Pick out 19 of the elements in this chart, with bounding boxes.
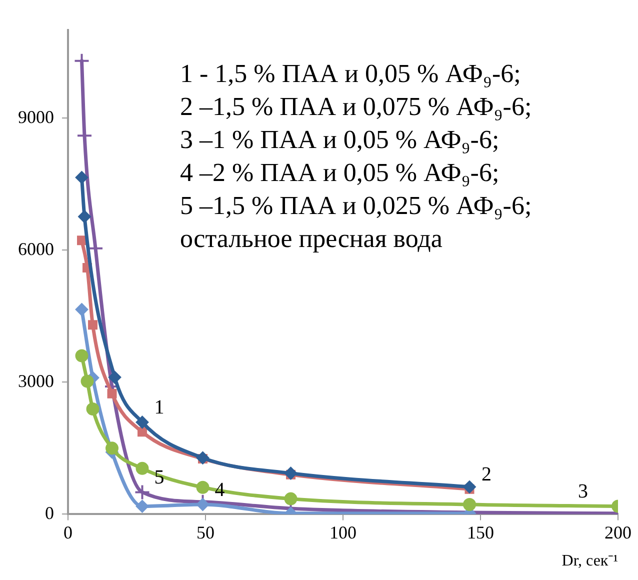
x-tick-label: 200 bbox=[604, 522, 632, 543]
x-tick-label: 150 bbox=[467, 522, 494, 543]
annotation: 2 –1,5 % ПАА и 0,075 % АФ₉-6; bbox=[180, 92, 532, 121]
y-tick-label: 3000 bbox=[18, 370, 54, 391]
annotation: 1 - 1,5 % ПАА и 0,05 % АФ₉-6; bbox=[180, 58, 521, 88]
x-tick-label: 0 bbox=[64, 522, 72, 543]
x-tick-label: 100 bbox=[330, 522, 356, 543]
annotation: 2 bbox=[482, 463, 492, 486]
x-axis-title: Dr, сек⁻¹ bbox=[562, 552, 618, 570]
x-tick-label: 50 bbox=[196, 522, 214, 543]
annotation: 1 bbox=[154, 396, 164, 418]
annotation: остальное пресная вода bbox=[180, 224, 443, 253]
annotation: 3 –1 % ПАА и 0,05 % АФ₉-6; bbox=[180, 124, 500, 154]
annotation: 5 –1,5 % ПАА и 0,025 % АФ₉-6; bbox=[180, 190, 532, 220]
annotation: 4 –2 % ПАА и 0,05 % АФ₉-6; bbox=[180, 158, 500, 187]
annotation: 3 bbox=[578, 480, 588, 503]
y-tick-label: 9000 bbox=[18, 106, 54, 127]
y-tick-label: 6000 bbox=[18, 238, 54, 259]
y-tick-label: 0 bbox=[45, 502, 54, 523]
